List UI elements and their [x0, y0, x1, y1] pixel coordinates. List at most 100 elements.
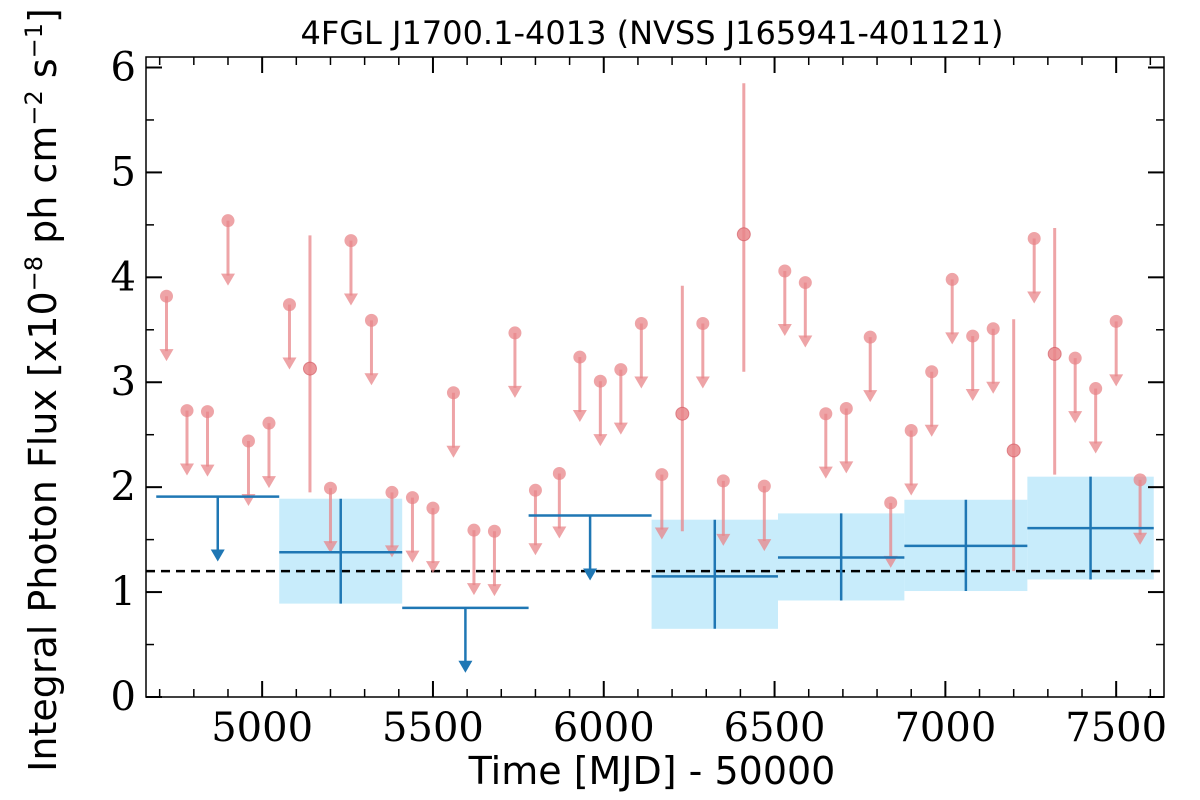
short-bin-upper-limit-arrow — [883, 555, 898, 568]
short-bin-upper-limit-arrow — [613, 422, 628, 435]
y-tick-label: 5 — [111, 149, 136, 195]
x-tick-label: 7000 — [894, 705, 996, 751]
short-bin-upper-limit-arrow — [572, 410, 587, 423]
short-bin-upper-limit-point — [884, 496, 898, 510]
short-bin-upper-limit-point — [716, 474, 730, 488]
short-bin-upper-limit-point — [904, 424, 918, 438]
short-bin-upper-limit-arrow — [1027, 291, 1042, 304]
long-bin-upper-limit-arrow — [458, 660, 473, 673]
long-bin-upper-limit-arrow — [210, 549, 225, 562]
short-bin-upper-limit-arrow — [593, 434, 608, 447]
short-bin-upper-limit-point — [863, 330, 877, 344]
short-bin-upper-limit-arrow — [261, 476, 276, 489]
short-bin-upper-limit-point — [385, 485, 399, 499]
short-bin-upper-limit-point — [1068, 351, 1082, 365]
short-bin-upper-limit-point — [528, 483, 542, 497]
short-bin-upper-limit-arrow — [1088, 441, 1103, 454]
x-tick-label: 6000 — [553, 705, 655, 751]
short-bin-upper-limit-arrow — [220, 273, 235, 286]
short-bin-upper-limit-point — [839, 401, 853, 415]
short-bin-upper-limit-point — [986, 322, 1000, 336]
short-bin-upper-limit-point — [757, 479, 771, 493]
short-bin-upper-limit-point — [966, 329, 980, 343]
x-tick-label: 6500 — [724, 705, 826, 751]
y-axis-label: Integral Photon Flux [x10−8 ph cm−2 s−1] — [20, 8, 65, 772]
short-bin-detection-point — [675, 406, 690, 421]
short-bin-detection-point — [736, 227, 751, 242]
short-bin-upper-limit-arrow — [405, 550, 420, 563]
y-tick-label: 0 — [111, 674, 136, 720]
short-bin-upper-limit-point — [221, 214, 235, 228]
short-bin-upper-limit-point — [508, 326, 522, 340]
short-bin-upper-limit-point — [364, 313, 378, 327]
y-tick-label: 2 — [111, 464, 136, 510]
short-bin-upper-limit-arrow — [695, 376, 710, 389]
short-bin-upper-limit-point — [446, 386, 460, 400]
short-bin-upper-limit-arrow — [904, 483, 919, 496]
y-tick-label: 3 — [111, 359, 136, 405]
short-bin-upper-limit-arrow — [1109, 374, 1124, 387]
y-tick-label: 4 — [111, 254, 136, 300]
short-bin-upper-limit-point — [696, 316, 710, 330]
short-bin-upper-limit-point — [426, 501, 440, 515]
chart-title: 4FGL J1700.1-4013 (NVSS J165941-401121) — [300, 14, 1003, 52]
short-bin-upper-limit-arrow — [425, 561, 440, 574]
short-bin-upper-limit-point — [200, 405, 214, 419]
short-bin-upper-limit-point — [467, 523, 481, 537]
short-bin-upper-limit-point — [819, 407, 833, 421]
short-bin-upper-limit-arrow — [863, 390, 878, 403]
short-bin-upper-limit-arrow — [179, 463, 194, 476]
short-bin-upper-limit-arrow — [777, 323, 792, 336]
short-bin-upper-limit-point — [1109, 314, 1123, 328]
short-bin-upper-limit-arrow — [200, 464, 215, 477]
short-bin-upper-limit-point — [552, 467, 566, 481]
short-bin-upper-limit-arrow — [159, 349, 174, 362]
short-bin-upper-limit-arrow — [343, 293, 358, 306]
x-axis-label: Time [MJD] - 50000 — [468, 749, 836, 793]
short-bin-upper-limit-point — [593, 374, 607, 388]
short-bin-upper-limit-arrow — [945, 332, 960, 345]
y-tick-label: 1 — [111, 569, 136, 615]
short-bin-upper-limit-arrow — [1133, 532, 1148, 545]
short-bin-upper-limit-point — [655, 468, 669, 482]
short-bin-upper-limit-arrow — [1068, 411, 1083, 424]
x-tick-label: 5500 — [382, 705, 484, 751]
short-bin-upper-limit-arrow — [446, 445, 461, 458]
short-bin-upper-limit-arrow — [507, 385, 522, 398]
short-bin-upper-limit-arrow — [965, 389, 980, 402]
x-tick-label: 7500 — [1065, 705, 1167, 751]
y-tick-label: 6 — [111, 44, 136, 90]
short-bin-upper-limit-arrow — [364, 373, 379, 386]
short-bin-upper-limit-point — [925, 365, 939, 379]
short-bin-upper-limit-point — [159, 289, 173, 303]
short-bin-upper-limit-arrow — [798, 335, 813, 348]
axes-frame — [145, 56, 1165, 698]
y-axis-label-exp2: −2 — [20, 90, 48, 125]
short-bin-upper-limit-point — [573, 350, 587, 364]
y-axis-label-mid2: s — [21, 58, 65, 90]
short-bin-upper-limit-point — [344, 234, 358, 248]
short-bin-upper-limit-arrow — [924, 424, 939, 437]
short-bin-upper-limit-point — [1133, 473, 1147, 487]
short-bin-upper-limit-point — [241, 434, 255, 448]
y-axis-label-suffix: ] — [21, 8, 65, 23]
short-bin-upper-limit-arrow — [466, 583, 481, 596]
short-bin-upper-limit-arrow — [487, 584, 502, 597]
short-bin-upper-limit-point — [262, 416, 276, 430]
short-bin-upper-limit-point — [778, 264, 792, 278]
short-bin-upper-limit-point — [180, 404, 194, 418]
short-bin-upper-limit-point — [487, 524, 501, 538]
short-bin-upper-limit-arrow — [839, 461, 854, 474]
short-bin-upper-limit-point — [945, 272, 959, 286]
y-axis-label-exp1: −8 — [20, 256, 48, 291]
short-bin-detection-point — [1047, 346, 1062, 361]
short-bin-detection-point — [302, 361, 317, 376]
short-bin-upper-limit-point — [282, 298, 296, 312]
short-bin-upper-limit-point — [323, 481, 337, 495]
short-bin-upper-limit-arrow — [323, 541, 338, 554]
short-bin-upper-limit-arrow — [654, 527, 669, 540]
short-bin-upper-limit-point — [798, 276, 812, 290]
short-bin-upper-limit-point — [1027, 232, 1041, 246]
short-bin-upper-limit-point — [405, 491, 419, 505]
